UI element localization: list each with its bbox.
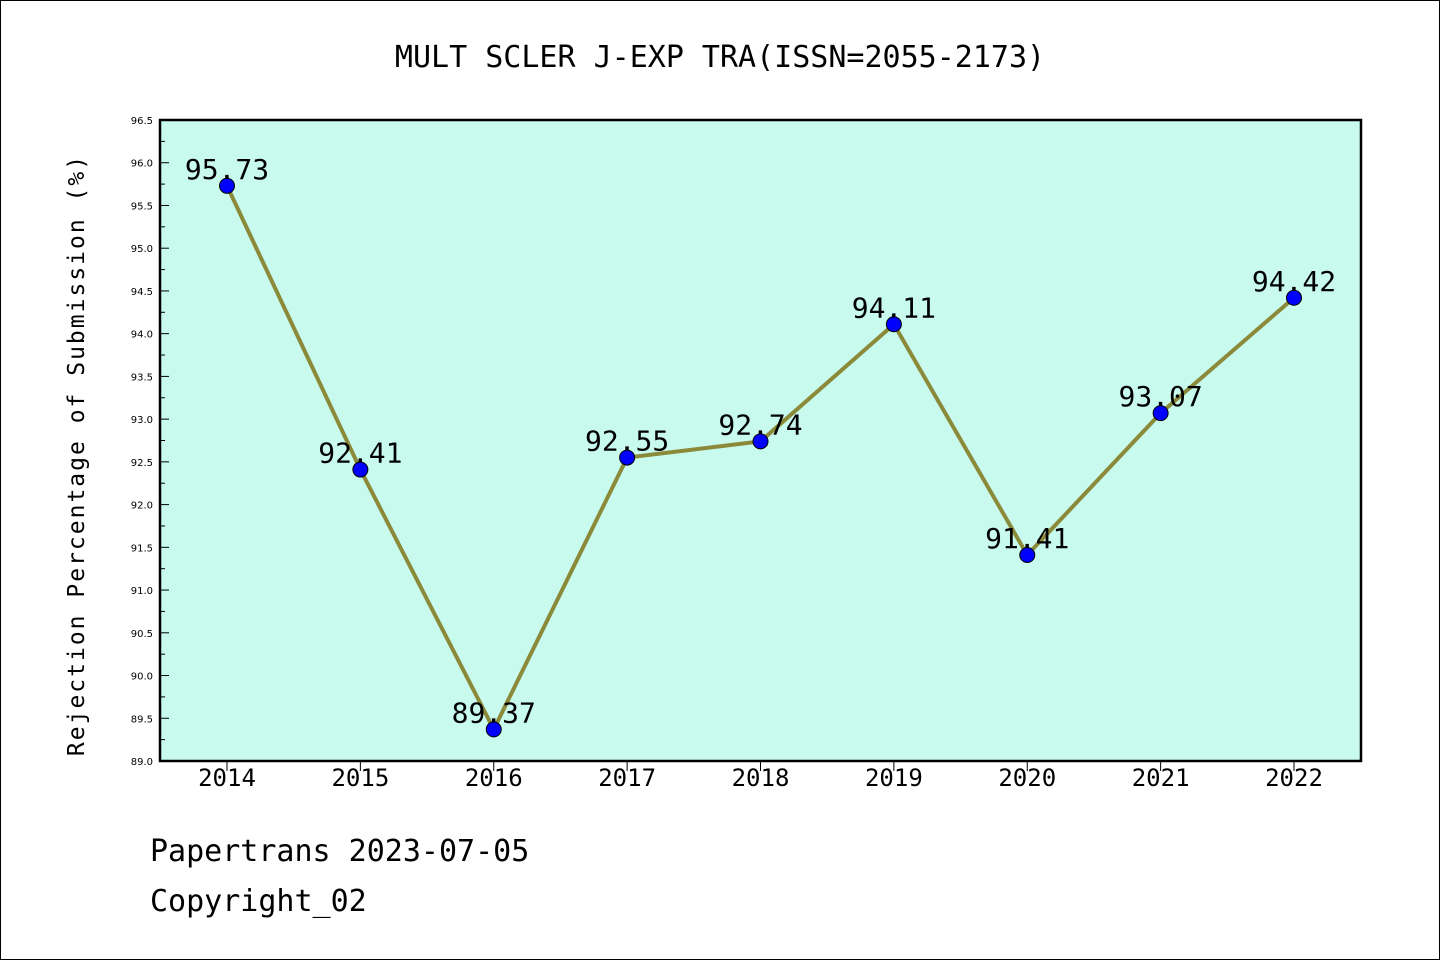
y-tick-label: 92.5	[131, 458, 153, 469]
y-tick-label: 93.0	[131, 415, 153, 426]
data-label: 92.41	[318, 437, 402, 470]
x-tick-label: 2022	[1265, 764, 1323, 792]
footer-date-line: Papertrans 2023-07-05	[150, 834, 530, 869]
x-tick-label: 2015	[331, 764, 389, 792]
series-segment	[358, 467, 496, 732]
data-labels-group: 95.73 92.41 89.37 92.55 92.74 94.11 91.41 93.07…	[185, 153, 1336, 730]
data-label: 94.11	[852, 291, 936, 324]
x-tick-label: 2014	[198, 764, 256, 792]
data-point	[352, 461, 369, 478]
series-segment	[891, 322, 1030, 558]
y-tick-label: 90.5	[131, 629, 153, 640]
y-tick-label: 91.5	[131, 543, 153, 554]
markers-group	[219, 177, 1302, 738]
data-point	[885, 316, 902, 333]
data-point	[1286, 289, 1302, 306]
chart-title: MULT SCLER J-EXP TRA(ISSN=2055-2173)	[395, 40, 1045, 75]
series-segment	[758, 322, 896, 444]
y-tick-label: 92.0	[131, 501, 153, 512]
x-tick-label: 2019	[865, 764, 923, 792]
x-tick-label: 2020	[998, 764, 1056, 792]
data-point	[1152, 405, 1169, 422]
series-line-group	[225, 183, 1296, 732]
data-point	[219, 177, 235, 194]
y-tick-label: 95.5	[131, 201, 153, 212]
data-label: 94.42	[1252, 265, 1336, 298]
y-tick-label: 91.0	[131, 586, 153, 597]
x-tick-label: 2017	[598, 764, 656, 792]
series-segment	[1158, 295, 1296, 416]
x-tick-label: 2018	[732, 764, 790, 792]
footer-copyright-line: Copyright_02	[150, 884, 367, 919]
data-label: 92.74	[718, 408, 802, 441]
y-tick-label: 90.0	[131, 672, 153, 683]
data-label: 92.55	[585, 425, 669, 458]
series-segment	[491, 455, 630, 732]
y-tick-label: 93.5	[131, 372, 153, 383]
y-tick-label: 94.5	[131, 287, 153, 298]
data-label: 95.73	[185, 153, 269, 186]
y-tick-label: 94.0	[131, 330, 153, 341]
data-point	[752, 433, 769, 450]
y-tick-label: 89.5	[131, 714, 153, 725]
y-tick-label: 96.0	[131, 159, 153, 170]
series-segment	[225, 183, 363, 472]
y-tick-label: 95.0	[131, 244, 153, 255]
y-tick-label: 96.5	[131, 116, 153, 127]
y-axis-label: Rejection Percentage of Submission (%)	[64, 154, 90, 756]
y-tick-label: 89.0	[131, 757, 153, 768]
data-label: 93.07	[1118, 380, 1202, 413]
data-label: 91.41	[985, 522, 1069, 555]
data-label: 89.37	[452, 696, 536, 729]
series-segment	[625, 439, 763, 460]
x-tick-label: 2021	[1132, 764, 1190, 792]
data-point	[1019, 547, 1036, 564]
plot-border	[158, 118, 1363, 763]
series-segment	[1025, 411, 1163, 558]
data-point	[485, 721, 502, 738]
data-point	[619, 449, 636, 466]
x-tick-label: 2016	[465, 764, 523, 792]
x-axis: 2014 2015 2016 2017 2018 2019 2020 2021 2022	[198, 761, 1323, 792]
